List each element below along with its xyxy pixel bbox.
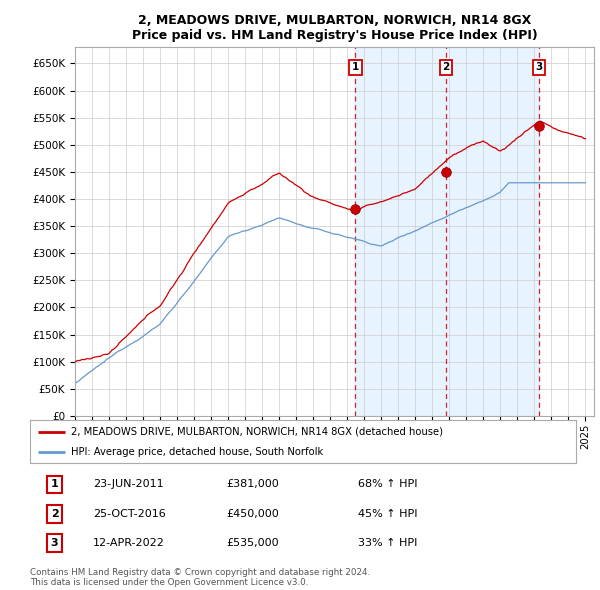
Text: 1: 1 <box>352 63 359 73</box>
Text: Contains HM Land Registry data © Crown copyright and database right 2024.
This d: Contains HM Land Registry data © Crown c… <box>30 568 370 587</box>
Text: £535,000: £535,000 <box>227 538 279 548</box>
Text: 23-JUN-2011: 23-JUN-2011 <box>93 480 163 489</box>
Text: £450,000: £450,000 <box>227 509 280 519</box>
Text: 1: 1 <box>50 480 58 489</box>
Text: 2, MEADOWS DRIVE, MULBARTON, NORWICH, NR14 8GX (detached house): 2, MEADOWS DRIVE, MULBARTON, NORWICH, NR… <box>71 427 443 437</box>
Text: 33% ↑ HPI: 33% ↑ HPI <box>358 538 417 548</box>
Text: 25-OCT-2016: 25-OCT-2016 <box>93 509 166 519</box>
Text: 12-APR-2022: 12-APR-2022 <box>93 538 164 548</box>
Bar <box>355 47 539 416</box>
Text: 68% ↑ HPI: 68% ↑ HPI <box>358 480 417 489</box>
Text: 3: 3 <box>51 538 58 548</box>
Text: 2: 2 <box>50 509 58 519</box>
Text: £381,000: £381,000 <box>227 480 280 489</box>
Title: 2, MEADOWS DRIVE, MULBARTON, NORWICH, NR14 8GX
Price paid vs. HM Land Registry's: 2, MEADOWS DRIVE, MULBARTON, NORWICH, NR… <box>131 14 538 42</box>
Text: 45% ↑ HPI: 45% ↑ HPI <box>358 509 417 519</box>
Text: 2: 2 <box>443 63 450 73</box>
Text: 3: 3 <box>536 63 543 73</box>
Text: HPI: Average price, detached house, South Norfolk: HPI: Average price, detached house, Sout… <box>71 447 323 457</box>
